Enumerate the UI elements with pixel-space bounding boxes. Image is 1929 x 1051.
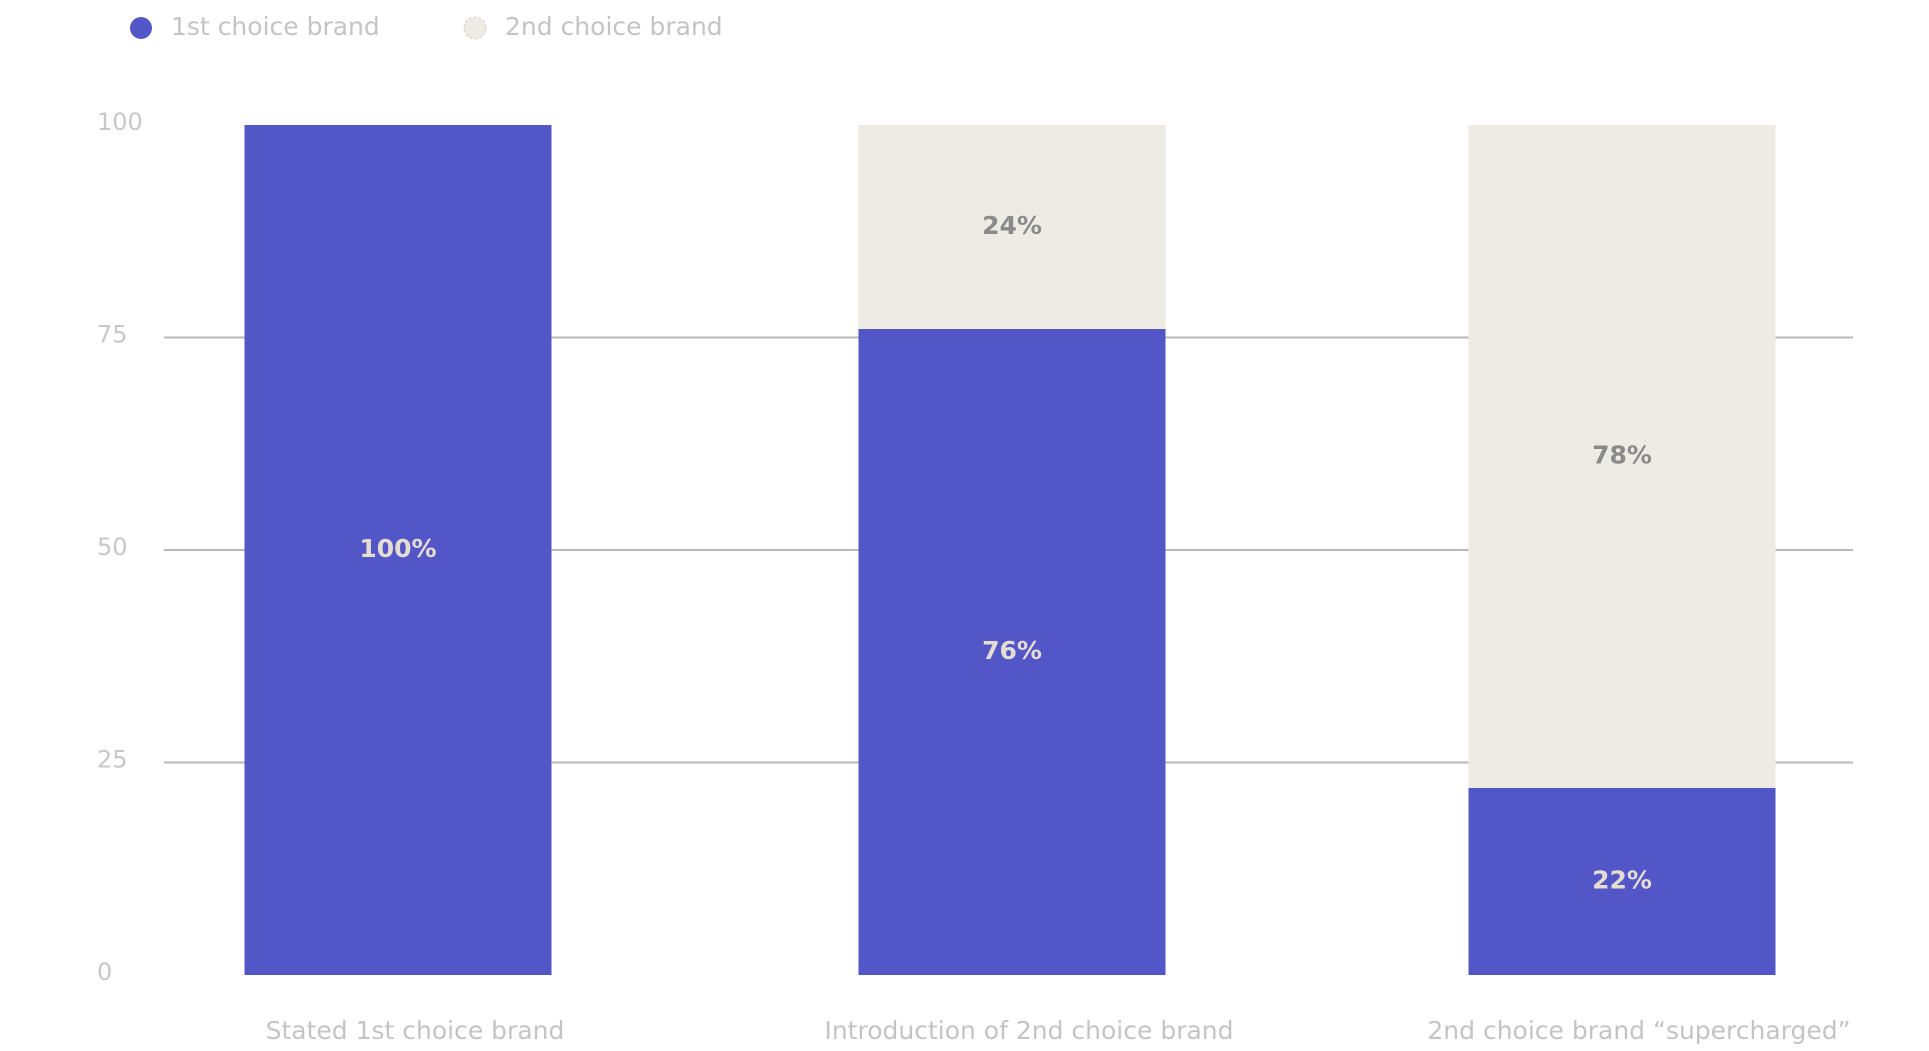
y-tick-label: 50 [97, 533, 128, 561]
x-tick-label: Introduction of 2nd choice brand [824, 1016, 1233, 1045]
legend-marker [130, 17, 152, 39]
bar-segment [858, 329, 1166, 975]
y-tick-label: 25 [97, 746, 128, 774]
value-label: 78% [1592, 441, 1652, 470]
value-label: 76% [982, 636, 1042, 665]
legend-marker [463, 16, 487, 40]
value-label: 22% [1592, 866, 1652, 895]
bar-segment [244, 125, 552, 975]
value-label: 24% [982, 211, 1042, 240]
x-tick-label: Stated 1st choice brand [266, 1016, 565, 1045]
bar-segment [1468, 788, 1776, 975]
value-label: 100% [359, 534, 436, 563]
bar-segment [1468, 125, 1776, 788]
bar-segment [858, 125, 1166, 329]
x-tick-label: 2nd choice brand “supercharged” [1427, 1016, 1850, 1045]
y-tick-label: 75 [97, 321, 128, 349]
y-tick-label: 0 [97, 958, 112, 986]
legend-label: 2nd choice brand [505, 12, 723, 41]
legend-label: 1st choice brand [171, 12, 380, 41]
y-tick-label: 100 [97, 108, 143, 136]
